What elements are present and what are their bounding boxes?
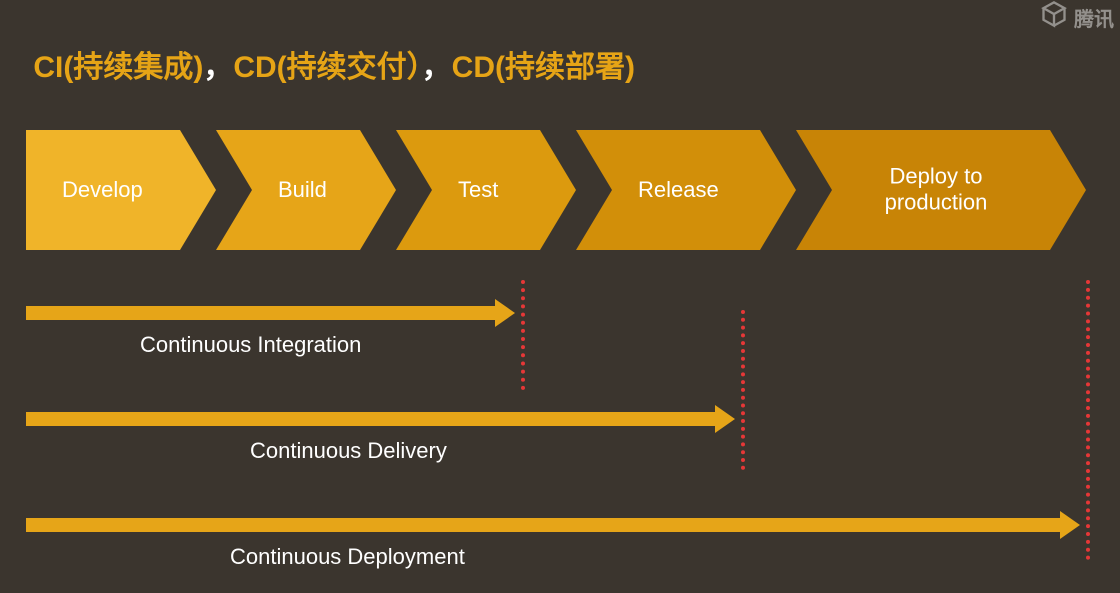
divider-2 <box>1086 280 1090 560</box>
pipeline-stage-0: Develop <box>26 130 216 250</box>
title-seg-3: ， <box>422 51 452 84</box>
pipeline-stage-4: Deploy to production <box>796 130 1086 250</box>
pipeline-stage-1: Build <box>216 130 396 250</box>
pipeline-stage-label-2: Test <box>458 177 498 203</box>
pipeline-stage-label-1: Build <box>278 177 327 203</box>
title-seg-4: CD(持续部署) <box>452 51 635 84</box>
title-seg-0: CI(持续集成) <box>33 51 203 84</box>
watermark-text: 腾讯 <box>1074 3 1114 32</box>
pipeline-stage-label-3: Release <box>638 177 719 203</box>
scope-label-2: Continuous Deployment <box>230 544 465 570</box>
title-seg-1: ， <box>203 51 233 84</box>
scope-label-0: Continuous Integration <box>140 332 361 358</box>
pipeline-stage-3: Release <box>576 130 796 250</box>
watermark: 腾讯 <box>1040 0 1114 34</box>
divider-0 <box>521 280 525 390</box>
divider-1 <box>741 310 745 470</box>
cube-icon <box>1040 0 1068 34</box>
diagram-canvas: CI(持续集成)，CD(持续交付），CD(持续部署) DevelopBuildT… <box>0 0 1120 593</box>
scope-label-1: Continuous Delivery <box>250 438 447 464</box>
pipeline-row: Develop Build Test Release Deploy to product… <box>0 130 1120 250</box>
pipeline-stage-2: Test <box>396 130 576 250</box>
pipeline-stage-label-0: Develop <box>62 177 143 203</box>
pipeline-stage-label-4: Deploy to production <box>846 164 1026 217</box>
page-title: CI(持续集成)，CD(持续交付），CD(持续部署) <box>0 8 635 120</box>
title-seg-2: CD(持续交付） <box>233 51 421 84</box>
